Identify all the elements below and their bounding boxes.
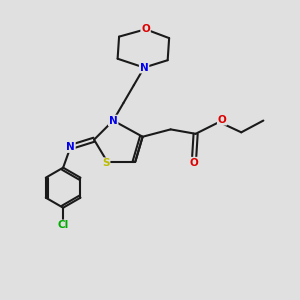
- Text: N: N: [140, 63, 148, 73]
- Text: N: N: [66, 142, 75, 152]
- Text: S: S: [102, 158, 110, 168]
- Text: Cl: Cl: [58, 220, 69, 230]
- Text: O: O: [141, 24, 150, 34]
- Text: N: N: [109, 116, 118, 126]
- Text: O: O: [218, 115, 226, 125]
- Text: O: O: [190, 158, 199, 168]
